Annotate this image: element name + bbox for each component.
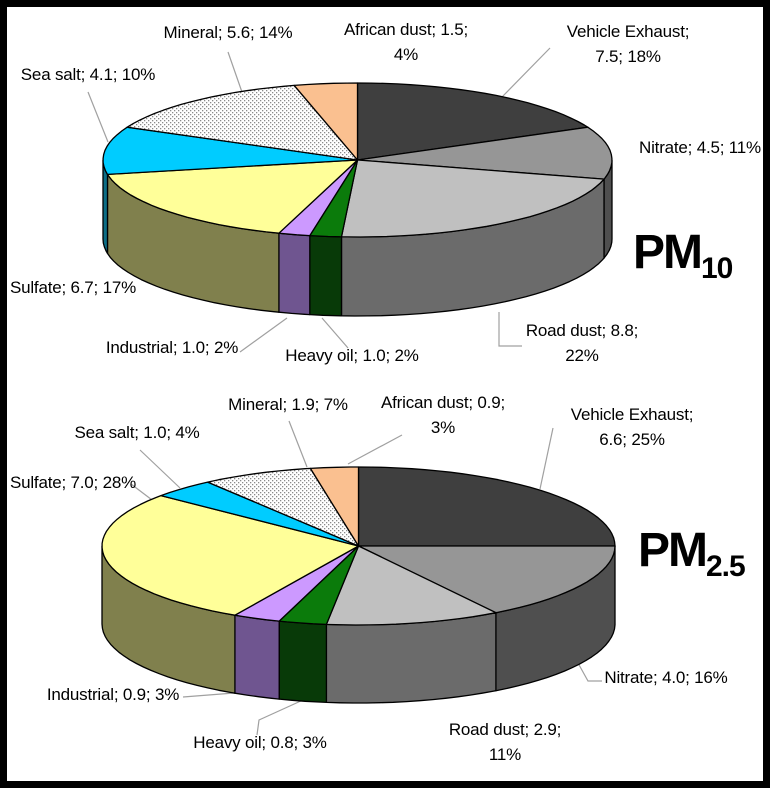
slice-label-nitrate: Nitrate; 4.5; 11% (639, 138, 761, 157)
slice-label-sulfate: Sulfate; 7.0; 28% (9, 473, 137, 492)
slice-label-heavy-oil: Heavy oil; 0.8; 3% (193, 733, 327, 752)
slice-label-road-dust: Road dust; 2.9; 11% (448, 720, 562, 764)
slice-label-sea-salt: Sea salt; 4.1; 10% (20, 65, 156, 84)
slice-label-road-dust: Road dust; 8.8; 22% (525, 321, 639, 365)
chart-title-main: PM (633, 226, 703, 279)
slice-label-heavy-oil: Heavy oil; 1.0; 2% (285, 346, 419, 365)
slice-label-african-dust: African dust; 1.5; 4% (344, 20, 468, 64)
slice-label-nitrate: Nitrate; 4.0; 16% (604, 668, 728, 687)
chart-title-subscript: 10 (701, 252, 733, 285)
slice-label-sulfate: Sulfate; 6.7; 17% (9, 278, 137, 297)
chart-title-subscript: 2.5 (706, 550, 746, 583)
chart-title-pm10: PM10 (633, 226, 733, 285)
chart-title-pm2-5: PM2.5 (638, 524, 746, 583)
slice-label-vehicle-exhaust: Vehicle Exhaust; 7.5; 18% (566, 22, 690, 66)
slice-label-sea-salt: Sea salt; 1.0; 4% (74, 423, 200, 442)
slice-label-industrial: Industrial; 0.9; 3% (46, 685, 180, 704)
chart-title-main: PM (638, 524, 708, 577)
slice-label-mineral: Mineral; 1.9; 7% (228, 395, 348, 414)
slice-label-african-dust: African dust; 0.9; 3% (381, 393, 505, 437)
slice-label-vehicle-exhaust: Vehicle Exhaust; 6.6; 25% (570, 405, 694, 449)
slice-label-mineral: Mineral; 5.6; 14% (163, 23, 293, 42)
slice-label-industrial: Industrial; 1.0; 2% (105, 338, 239, 357)
